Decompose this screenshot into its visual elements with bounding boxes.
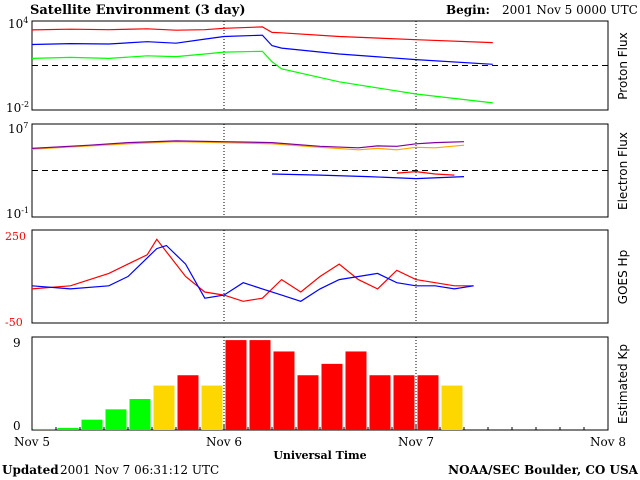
- series-line: [271, 173, 465, 180]
- kp-bar: [417, 375, 439, 430]
- kp-bar: [57, 427, 79, 430]
- proton-ylabel: Proton Flux: [616, 32, 630, 99]
- series-line: [31, 34, 493, 65]
- kp-bar: [225, 340, 247, 430]
- hp-ylabel: GOES Hp: [616, 250, 630, 304]
- kp-ytick-top: 9: [13, 336, 21, 350]
- kp-bar: [441, 385, 463, 430]
- kp-bar: [81, 419, 103, 430]
- series-line: [31, 140, 465, 149]
- kp-bar: [273, 351, 295, 430]
- series-line: [31, 50, 493, 104]
- hp-ytick-top: 250: [5, 230, 26, 243]
- series-line: [31, 26, 493, 44]
- kp-ylabel: Estimated Kp: [616, 344, 630, 424]
- hp-panel-frame: [31, 229, 609, 324]
- hp-ytick-bottom: -50: [5, 316, 23, 329]
- kp-bar: [177, 375, 199, 430]
- proton-ytick-top: 104: [8, 16, 28, 31]
- electron-ytick-bottom: 10-1: [6, 206, 29, 221]
- credit-text: NOAA/SEC Boulder, CO USA: [448, 463, 639, 477]
- kp-bar: [249, 340, 271, 430]
- updated-value: 2001 Nov 7 06:31:12 UTC: [60, 463, 219, 477]
- kp-bar: [345, 351, 367, 430]
- series-line: [396, 170, 455, 176]
- kp-bar: [297, 375, 319, 430]
- kp-bar: [201, 385, 223, 430]
- kp-bar: [393, 375, 415, 430]
- proton-ytick-bottom: 10-2: [6, 100, 29, 115]
- series-line: [31, 244, 474, 302]
- kp-ytick-bottom: 0: [13, 419, 21, 433]
- xtick-label: Nov 6: [206, 435, 242, 449]
- chart-marks: [31, 21, 609, 430]
- begin-value: 2001 Nov 5 0000 UTC: [502, 3, 638, 17]
- kp-bar: [129, 399, 151, 430]
- begin-label: Begin:: [446, 3, 490, 17]
- kp-bar: [105, 409, 127, 430]
- proton-panel-frame: [31, 20, 609, 111]
- xtick-label: Nov 5: [14, 435, 50, 449]
- series-line: [31, 238, 474, 302]
- xtick-label: Nov 7: [398, 435, 434, 449]
- kp-bar: [33, 428, 55, 430]
- electron-ylabel: Electron Flux: [616, 132, 630, 210]
- kp-bar: [153, 385, 175, 430]
- kp-bar: [321, 363, 343, 430]
- plot-title: Satellite Environment (3 day): [30, 3, 245, 18]
- x-axis-title: Universal Time: [273, 449, 366, 462]
- xtick-label: Nov 8: [590, 435, 626, 449]
- series-line: [31, 141, 465, 151]
- electron-ytick-top: 107: [8, 121, 28, 136]
- updated-label: Updated: [2, 463, 59, 477]
- electron-panel-frame: [31, 123, 609, 218]
- kp-bar: [369, 375, 391, 430]
